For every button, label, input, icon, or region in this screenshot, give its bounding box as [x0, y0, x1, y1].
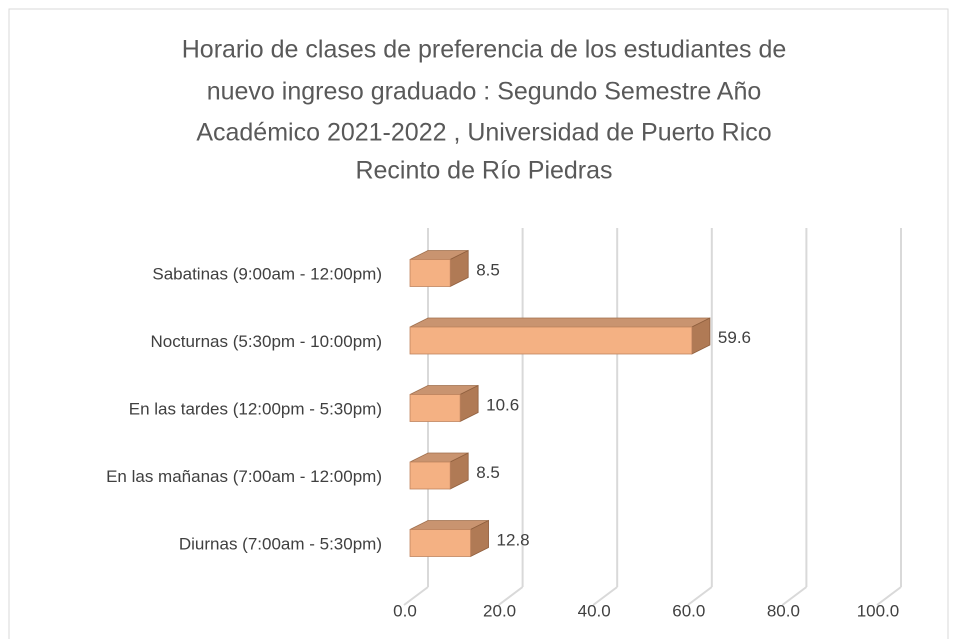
bar: [409, 326, 693, 355]
y-tick-label: Diurnas (7:00am - 5:30pm): [179, 534, 382, 553]
chart-title: Recinto de Río Piedras: [355, 157, 612, 185]
data-label: 10.6: [486, 395, 519, 414]
bar: [409, 529, 471, 557]
x-tick-label: 80.0: [767, 601, 800, 620]
x-tick-label: 20.0: [483, 601, 516, 620]
y-tick-label: En las mañanas (7:00am - 12:00pm): [106, 467, 382, 486]
floor-line: [403, 586, 429, 606]
bar: [409, 394, 461, 422]
data-label: 8.5: [476, 260, 500, 279]
data-label: 12.8: [497, 530, 530, 549]
floor-line: [876, 586, 902, 606]
chart-title: nuevo ingreso graduado : Segundo Semestr…: [207, 78, 762, 106]
floor-line: [592, 586, 618, 606]
data-label: 59.6: [718, 328, 751, 347]
x-tick-label: 0.0: [393, 601, 417, 620]
y-tick-label: Nocturnas (5:30pm - 10:00pm): [151, 332, 383, 351]
floor-line: [687, 586, 713, 606]
floor-line: [498, 586, 524, 606]
x-tick-label: 100.0: [857, 601, 900, 620]
y-tick-label: En las tardes (12:00pm - 5:30pm): [129, 399, 382, 418]
bar: [409, 461, 451, 490]
chart-title: Horario de clases de preferencia de los …: [182, 36, 787, 64]
x-tick-label: 40.0: [578, 601, 611, 620]
data-label: 8.5: [476, 463, 500, 482]
bar-top: [409, 317, 711, 328]
bar: [409, 259, 451, 287]
y-tick-label: Sabatinas (9:00am - 12:00pm): [152, 264, 382, 283]
floor-line: [781, 586, 808, 606]
x-tick-label: 60.0: [672, 601, 705, 620]
chart-title: Académico 2021-2022 , Universidad de Pue…: [196, 119, 771, 147]
